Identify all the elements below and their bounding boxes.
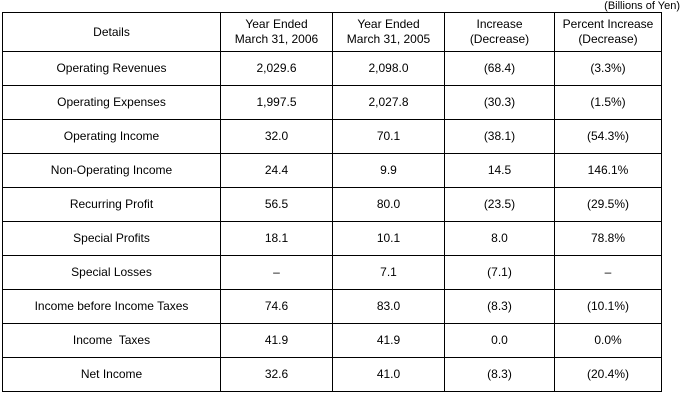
row-label: Income before Income Taxes <box>2 289 221 324</box>
cell-value: 74.6 <box>220 289 333 324</box>
row-label: Operating Income <box>2 119 221 154</box>
row-label: Income Taxes <box>2 323 221 358</box>
row-label: Operating Revenues <box>2 51 221 86</box>
cell-value: 24.4 <box>220 153 333 188</box>
table-row-recurring-profit: Recurring Profit 56.5 80.0 (23.5) (29.5%… <box>2 187 662 222</box>
cell-value: 2,027.8 <box>332 85 445 120</box>
row-label: Non-Operating Income <box>2 153 221 188</box>
col-header-increase: Increase (Decrease) <box>444 12 555 52</box>
cell-value: (68.4) <box>444 51 555 86</box>
cell-value: 2,098.0 <box>332 51 445 86</box>
cell-value: 32.6 <box>220 357 333 392</box>
cell-value: 0.0 <box>444 323 555 358</box>
cell-value: – <box>220 255 333 290</box>
table-row-special-profits: Special Profits 18.1 10.1 8.0 78.8% <box>2 221 662 256</box>
cell-value: (8.3) <box>444 289 555 324</box>
cell-value: (23.5) <box>444 187 555 222</box>
table-row-income-before-income-taxes: Income before Income Taxes 74.6 83.0 (8.… <box>2 289 662 324</box>
income-statement-table: Details Year Ended March 31, 2006 Year E… <box>2 12 662 392</box>
table-row-net-income: Net Income 32.6 41.0 (8.3) (20.4%) <box>2 357 662 392</box>
cell-value: (10.1%) <box>554 289 662 324</box>
cell-value: 1,997.5 <box>220 85 333 120</box>
cell-value: 10.1 <box>332 221 445 256</box>
cell-value: 56.5 <box>220 187 333 222</box>
cell-value: (38.1) <box>444 119 555 154</box>
col-header-percent-increase: Percent Increase (Decrease) <box>554 12 662 52</box>
cell-value: 146.1% <box>554 153 662 188</box>
table-row-special-losses: Special Losses – 7.1 (7.1) – <box>2 255 662 290</box>
table-row-income-taxes: Income Taxes 41.9 41.9 0.0 0.0% <box>2 323 662 358</box>
cell-value: (7.1) <box>444 255 555 290</box>
cell-value: (8.3) <box>444 357 555 392</box>
cell-value: 8.0 <box>444 221 555 256</box>
cell-value: (3.3%) <box>554 51 662 86</box>
cell-value: 9.9 <box>332 153 445 188</box>
cell-value: 41.9 <box>220 323 333 358</box>
row-label: Special Losses <box>2 255 221 290</box>
col-header-fy2005: Year Ended March 31, 2005 <box>332 12 445 52</box>
cell-value: 32.0 <box>220 119 333 154</box>
cell-value: 80.0 <box>332 187 445 222</box>
cell-value: 0.0% <box>554 323 662 358</box>
cell-value: 70.1 <box>332 119 445 154</box>
col-header-details: Details <box>2 12 221 52</box>
col-header-fy2006: Year Ended March 31, 2006 <box>220 12 333 52</box>
row-label: Operating Expenses <box>2 85 221 120</box>
table-row-operating-income: Operating Income 32.0 70.1 (38.1) (54.3%… <box>2 119 662 154</box>
table-row-non-operating-income: Non-Operating Income 24.4 9.9 14.5 146.1… <box>2 153 662 188</box>
cell-value: (1.5%) <box>554 85 662 120</box>
cell-value: 41.9 <box>332 323 445 358</box>
cell-value: 41.0 <box>332 357 445 392</box>
cell-value: 7.1 <box>332 255 445 290</box>
cell-value: 2,029.6 <box>220 51 333 86</box>
cell-value: 14.5 <box>444 153 555 188</box>
table-row-operating-revenues: Operating Revenues 2,029.6 2,098.0 (68.4… <box>2 51 662 86</box>
table-row-operating-expenses: Operating Expenses 1,997.5 2,027.8 (30.3… <box>2 85 662 120</box>
header-row: Details Year Ended March 31, 2006 Year E… <box>2 12 662 52</box>
cell-value: (30.3) <box>444 85 555 120</box>
row-label: Special Profits <box>2 221 221 256</box>
cell-value: 83.0 <box>332 289 445 324</box>
row-label: Net Income <box>2 357 221 392</box>
cell-value: (54.3%) <box>554 119 662 154</box>
row-label: Recurring Profit <box>2 187 221 222</box>
cell-value: 78.8% <box>554 221 662 256</box>
cell-value: 18.1 <box>220 221 333 256</box>
cell-value: (29.5%) <box>554 187 662 222</box>
cell-value: (20.4%) <box>554 357 662 392</box>
cell-value: – <box>554 255 662 290</box>
unit-note: (Billions of Yen) <box>604 0 680 12</box>
